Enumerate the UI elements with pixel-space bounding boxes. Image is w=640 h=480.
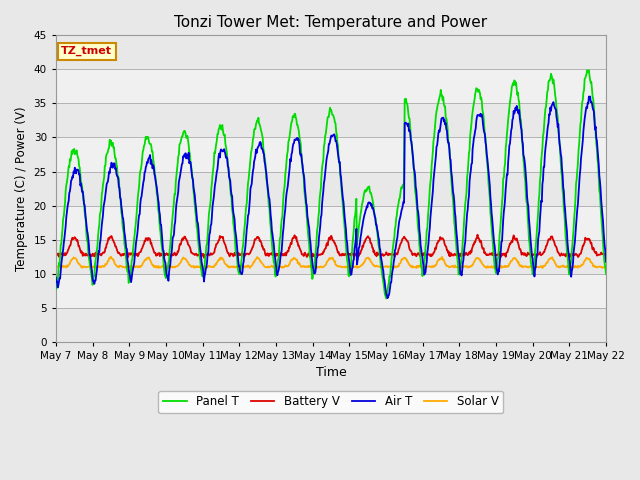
Battery V — [602, 250, 610, 256]
Solar V — [196, 264, 204, 270]
Battery V — [287, 241, 295, 247]
Bar — [56, 70, 606, 103]
Solar V — [113, 263, 120, 268]
Title: Tonzi Tower Met: Temperature and Power: Tonzi Tower Met: Temperature and Power — [174, 15, 488, 30]
Panel T — [383, 296, 390, 301]
Solar V — [467, 263, 475, 269]
Air T — [444, 140, 452, 145]
Line: Panel T: Panel T — [56, 70, 606, 299]
Line: Solar V: Solar V — [56, 257, 606, 268]
Y-axis label: Temperature (C) / Power (V): Temperature (C) / Power (V) — [15, 106, 28, 271]
Air T — [287, 158, 294, 164]
Panel T — [52, 287, 60, 292]
Line: Battery V: Battery V — [56, 235, 606, 258]
Panel T — [195, 247, 203, 252]
Solar V — [52, 264, 60, 269]
Air T — [586, 94, 594, 99]
Air T — [52, 275, 60, 280]
Solar V — [287, 257, 295, 263]
Solar V — [539, 265, 547, 271]
Panel T — [287, 123, 294, 129]
Bar — [56, 274, 606, 308]
Panel T — [467, 127, 475, 132]
Battery V — [52, 252, 60, 258]
Battery V — [200, 255, 208, 261]
Battery V — [467, 248, 475, 253]
Battery V — [528, 252, 536, 257]
X-axis label: Time: Time — [316, 366, 346, 379]
Solar V — [602, 264, 610, 270]
Air T — [467, 168, 475, 174]
Battery V — [195, 252, 203, 258]
Panel T — [583, 67, 591, 73]
Panel T — [527, 262, 535, 267]
Bar — [56, 205, 606, 240]
Legend: Panel T, Battery V, Air T, Solar V: Panel T, Battery V, Air T, Solar V — [159, 391, 504, 413]
Solar V — [107, 254, 115, 260]
Air T — [602, 259, 610, 264]
Battery V — [112, 243, 120, 249]
Panel T — [602, 271, 610, 277]
Text: TZ_tmet: TZ_tmet — [61, 46, 113, 56]
Battery V — [444, 250, 452, 256]
Panel T — [444, 136, 452, 142]
Air T — [527, 246, 535, 252]
Air T — [195, 235, 203, 241]
Air T — [384, 295, 392, 301]
Air T — [112, 165, 120, 171]
Battery V — [474, 232, 481, 238]
Solar V — [527, 264, 535, 270]
Bar — [56, 137, 606, 171]
Panel T — [112, 156, 120, 161]
Line: Air T: Air T — [56, 96, 606, 298]
Solar V — [444, 263, 452, 269]
